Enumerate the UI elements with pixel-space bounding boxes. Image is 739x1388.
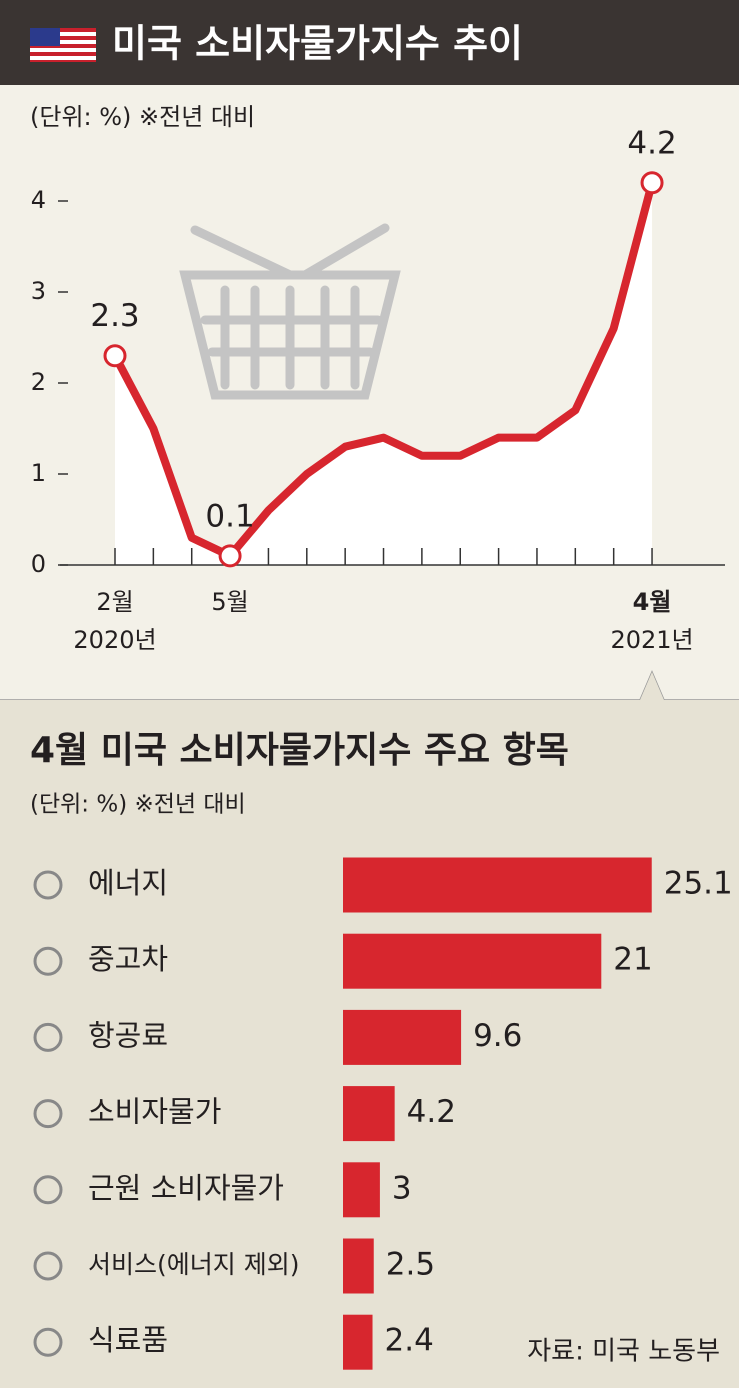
y-tick-label: 4 <box>31 186 46 214</box>
basket-icon <box>179 223 401 400</box>
bar-subtitle: (단위: %) ※전년 대비 <box>30 792 246 818</box>
value-label: 2.4 <box>385 1323 434 1359</box>
bar-title: 4월 미국 소비자물가지수 주요 항목 <box>30 730 569 771</box>
x-tick-label: 4월 <box>633 588 672 616</box>
point-marker <box>640 171 664 195</box>
y-tick-label: 1 <box>31 459 46 487</box>
category-icon <box>33 946 63 976</box>
x-tick-label: 5월 <box>211 588 248 616</box>
value-label: 9.6 <box>473 1018 522 1054</box>
category-icon <box>33 1022 63 1052</box>
bar <box>343 933 602 989</box>
value-label: 0.1 <box>205 498 254 534</box>
source: 자료: 미국 노동부 <box>527 1337 720 1367</box>
x-year-label: 2020년 <box>73 626 156 654</box>
x-year-label: 2021년 <box>610 626 693 654</box>
category-label: 소비자물가 <box>88 1095 221 1129</box>
category-icon <box>33 1251 63 1281</box>
value-label: 21 <box>613 942 652 978</box>
value-label: 2.5 <box>386 1247 435 1283</box>
category-icon <box>33 1099 63 1129</box>
x-tick-label: 2월 <box>96 588 133 616</box>
bar <box>343 1086 395 1142</box>
category-icon <box>33 1175 63 1205</box>
category-label: 중고차 <box>88 942 168 976</box>
y-tick-label: 3 <box>31 277 46 305</box>
point-marker <box>218 544 242 568</box>
line-subtitle: (단위: %) ※전년 대비 <box>30 103 255 131</box>
value-label: 2.3 <box>90 298 139 334</box>
category-label: 에너지 <box>88 866 168 900</box>
bar <box>343 1314 373 1370</box>
category-label: 서비스(에너지 제외) <box>88 1250 299 1279</box>
category-label: 식료품 <box>88 1323 168 1357</box>
area <box>115 182 653 566</box>
bar <box>343 1162 380 1218</box>
value-label: 4.2 <box>407 1094 456 1130</box>
category-icon <box>33 870 63 900</box>
value-label: 4.2 <box>627 125 676 161</box>
category-icon <box>33 1327 63 1357</box>
us-flag <box>30 28 96 62</box>
y-tick-label: 0 <box>31 550 46 578</box>
value-label: 25.1 <box>664 866 733 902</box>
point-marker <box>103 344 127 368</box>
header-title: 미국 소비자물가지수 추이 <box>112 22 523 66</box>
y-tick-label: 2 <box>31 368 46 396</box>
line <box>111 181 656 560</box>
value-label: 3 <box>392 1170 412 1206</box>
bar <box>343 1009 462 1065</box>
category-label: 근원 소비자물가 <box>88 1171 284 1205</box>
category-label: 항공료 <box>88 1018 168 1052</box>
bar <box>343 857 652 913</box>
bar <box>343 1238 374 1294</box>
header <box>0 0 739 85</box>
